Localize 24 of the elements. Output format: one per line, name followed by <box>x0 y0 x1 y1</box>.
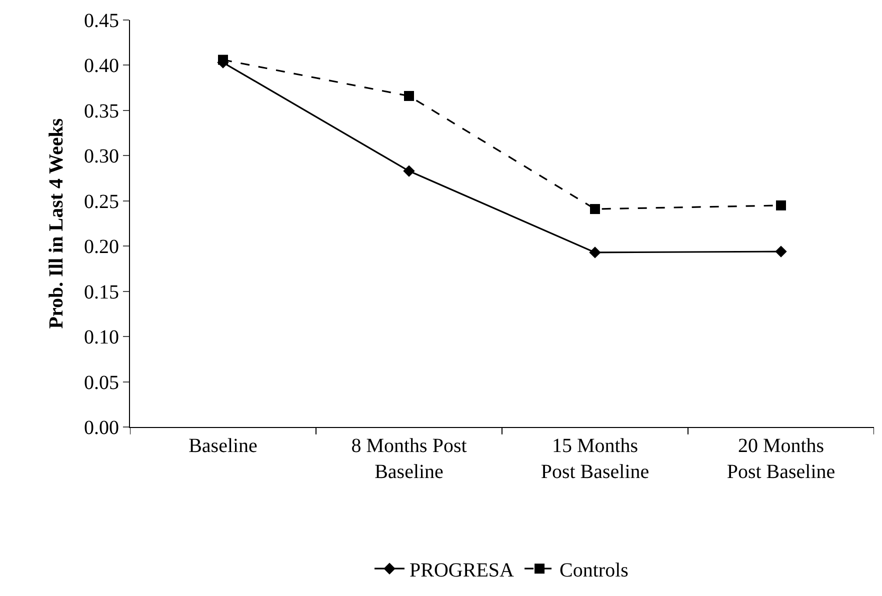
x-tick-label: 8 Months Post Baseline <box>351 435 468 483</box>
y-axis-title: Prob. Ill in Last 4 Weeks <box>46 118 68 329</box>
point <box>590 204 600 214</box>
y-tick-label: 0.15 <box>84 281 119 304</box>
y-tick-label: 0.00 <box>84 417 119 439</box>
y-tick-label: 0.45 <box>84 10 119 32</box>
x-tick-label: 20 Months Post Baseline <box>726 435 836 483</box>
y-tick-label: 0.40 <box>84 55 119 78</box>
y-tick-label: 0.20 <box>84 236 119 258</box>
x-tick-label: Baseline <box>188 435 258 457</box>
legend-label: PROGRESA <box>410 559 515 582</box>
point <box>403 165 415 177</box>
legend-label: Controls <box>560 559 629 582</box>
y-tick-label: 0.05 <box>84 372 119 394</box>
point <box>776 200 786 210</box>
y-tick-label: 0.25 <box>84 190 119 213</box>
point <box>404 90 414 101</box>
point <box>589 246 601 258</box>
point <box>218 54 228 65</box>
y-tick-label: 0.30 <box>84 146 119 168</box>
x-tick-label: 15 Months Post Baseline <box>540 435 650 483</box>
y-tick-label: 0.10 <box>84 326 119 349</box>
y-tick-label: 0.35 <box>84 100 119 122</box>
point <box>775 246 787 258</box>
